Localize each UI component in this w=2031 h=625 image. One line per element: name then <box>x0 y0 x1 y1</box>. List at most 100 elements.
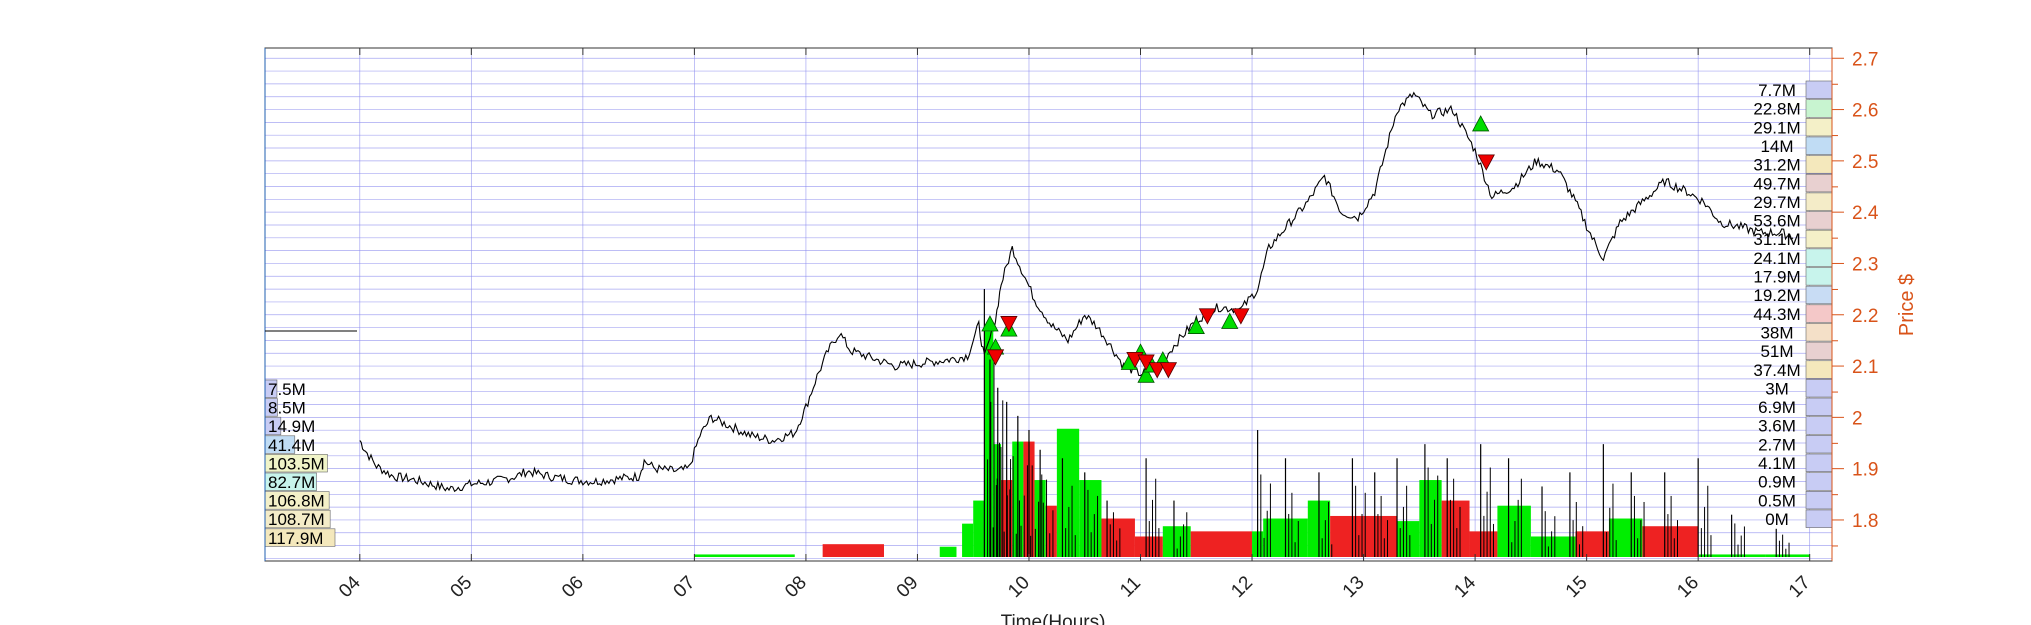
volume-profile-right-bar <box>1805 267 1833 286</box>
volume-bar <box>1419 480 1442 557</box>
volume-profile-right-label: 19.2M <box>1753 286 1800 305</box>
y-axis-right-label: Price $ <box>1896 274 1918 336</box>
volume-profile-right-bar <box>1805 323 1833 342</box>
y-tick-label: 2.2 <box>1852 306 1878 327</box>
volume-profile-right-bar <box>1805 490 1833 510</box>
volume-bar <box>822 544 884 557</box>
x-tick-label: 17 <box>1785 572 1815 602</box>
x-tick-label: 13 <box>1339 572 1369 602</box>
x-axis-label: Time(Hours) <box>1001 612 1106 625</box>
volume-profile-right-label: 31.1M <box>1753 230 1800 249</box>
volume-profile-right-bar <box>1805 304 1833 323</box>
volume-profile-right-bar <box>1805 118 1833 137</box>
buy-signal-marker <box>1221 312 1239 329</box>
volume-profile-right-bar <box>1805 285 1833 305</box>
volume-profile-right-bar <box>1805 435 1833 454</box>
x-tick-label: 10 <box>1004 572 1034 602</box>
volume-profile-right-bar <box>1805 360 1833 379</box>
y-tick-label: 2.4 <box>1852 203 1879 224</box>
y-tick-label: 2.7 <box>1852 49 1878 70</box>
volume-profile-right-label: 0M <box>1765 510 1789 529</box>
volume-bar <box>1642 526 1699 557</box>
volume-bar <box>984 331 994 557</box>
volume-profile-right: 7.7M22.8M29.1M14M31.2M49.7M29.7M53.6M31.… <box>1753 80 1833 529</box>
volume-bar <box>1608 518 1643 557</box>
volume-profile-right-label: 37.4M <box>1753 361 1800 380</box>
volume-bar <box>1441 500 1470 557</box>
volume-bar <box>962 523 974 557</box>
volume-profile-left: 7.5M8.5M14.9M41.4M103.5M82.7M106.8M108.7… <box>264 379 336 548</box>
volume-profile-right-label: 0.9M <box>1758 473 1796 492</box>
volume-profile-left-label: 82.7M <box>268 473 315 492</box>
price-series <box>359 91 1794 493</box>
volume-bar <box>1765 554 1810 557</box>
volume-bar <box>1045 505 1057 557</box>
volume-spikes <box>983 288 1790 557</box>
volume-bar <box>1497 505 1531 557</box>
sell-signal-marker <box>986 349 1005 366</box>
volume-profile-right-label: 4.1M <box>1758 454 1796 473</box>
buy-signal-marker <box>981 315 999 332</box>
x-tick-label: 04 <box>335 572 365 602</box>
volume-profile-right-label: 44.3M <box>1753 305 1800 324</box>
buy-signal-marker <box>1137 366 1155 383</box>
volume-profile-right-bar <box>1805 248 1833 267</box>
trade-signals <box>981 115 1495 383</box>
volume-bar <box>1190 531 1253 557</box>
volume-profile-left-label: 108.7M <box>268 510 325 529</box>
sell-signal-marker <box>1232 308 1250 325</box>
sell-signal-marker <box>1148 362 1166 379</box>
volume-profile-right-label: 51M <box>1760 342 1793 361</box>
y-tick-label: 2.5 <box>1852 152 1878 173</box>
x-tick-label: 11 <box>1116 573 1145 602</box>
sell-signal-marker <box>1159 362 1178 379</box>
grid-lines <box>265 48 1832 561</box>
y-tick-label: 1.8 <box>1852 511 1878 532</box>
volume-bar <box>694 554 795 557</box>
buy-signal-marker <box>1187 317 1205 334</box>
volume-profile-left-label: 8.5M <box>268 399 306 418</box>
price-line <box>359 91 1794 493</box>
x-tick-label: 05 <box>447 572 477 602</box>
x-tick-label: 07 <box>670 572 700 602</box>
y-tick-label: 2.1 <box>1852 357 1878 378</box>
volume-profile-right-label: 6.9M <box>1758 398 1796 417</box>
volume-profile-right-label: 24.1M <box>1753 249 1800 268</box>
x-tick-label: 09 <box>893 572 923 602</box>
y-axis-right-ticks: 1.8 1.9 2 2.1 2.2 2.3 2.4 2.5 2.6 2.7 <box>1832 49 1879 547</box>
volume-bar <box>1330 515 1358 557</box>
x-tick-label: 08 <box>781 572 811 602</box>
sell-signal-marker <box>1477 154 1495 171</box>
y-tick-label: 2 <box>1852 408 1863 429</box>
volume-profile-left-label: 14.9M <box>268 417 315 436</box>
volume-bar <box>939 546 957 557</box>
volume-profile-right-label: 53.6M <box>1753 212 1800 231</box>
volume-profile-right-bar <box>1805 229 1833 249</box>
volume-profile-right-bar <box>1805 80 1833 99</box>
volume-profile-left-label: 117.9M <box>268 529 323 548</box>
volume-profile-right-label: 22.8M <box>1753 100 1800 119</box>
volume-profile-right-label: 38M <box>1760 323 1793 342</box>
volume-profile-right-bar <box>1805 472 1833 491</box>
volume-profile-right-bar <box>1805 155 1833 174</box>
volume-profile-left-label: 106.8M <box>268 492 325 511</box>
sell-signal-marker <box>1000 316 1018 333</box>
volume-bar <box>1397 521 1420 557</box>
y-tick-label: 1.9 <box>1852 460 1878 481</box>
volume-profile-right-label: 14M <box>1760 137 1793 156</box>
volume-profile-right-bar <box>1805 416 1833 435</box>
volume-bar <box>1530 536 1576 557</box>
x-tick-label: 14 <box>1450 572 1480 602</box>
volume-profile-right-bar <box>1805 192 1833 211</box>
volume-profile-right-bar <box>1805 397 1833 416</box>
volume-profile-left-label: 103.5M <box>268 454 325 473</box>
volume-profile-right-label: 7.7M <box>1758 81 1796 100</box>
volume-profile-right-label: 17.9M <box>1753 268 1800 287</box>
volume-profile-right-bar <box>1805 341 1833 361</box>
volume-profile-right-label: 0.5M <box>1758 491 1796 510</box>
volume-profile-right-bar <box>1805 173 1833 193</box>
volume-profile-right-label: 49.7M <box>1753 174 1800 193</box>
volume-profile-left-label: 7.5M <box>268 380 306 399</box>
volume-profile-right-label: 3M <box>1765 379 1789 398</box>
volume-profile-right-label: 29.1M <box>1753 118 1800 137</box>
